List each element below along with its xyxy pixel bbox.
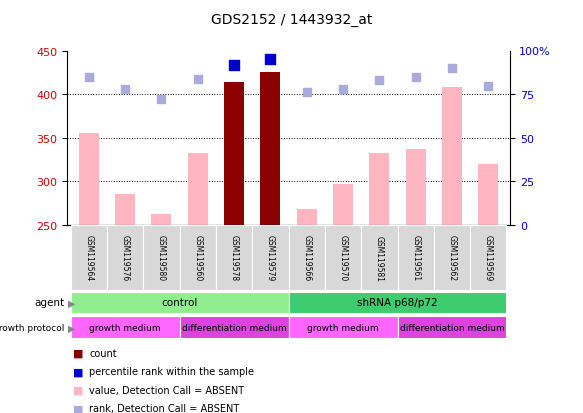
- Bar: [71, 292, 289, 313]
- Bar: [297, 209, 317, 225]
- Point: [375, 78, 384, 84]
- Text: GSM119570: GSM119570: [339, 235, 347, 281]
- Bar: [398, 226, 434, 290]
- Text: growth medium: growth medium: [307, 323, 379, 332]
- Text: GSM119578: GSM119578: [230, 235, 238, 281]
- Text: GSM119566: GSM119566: [302, 235, 311, 281]
- Text: GDS2152 / 1443932_at: GDS2152 / 1443932_at: [211, 13, 372, 27]
- Point: [84, 74, 93, 81]
- Text: control: control: [161, 298, 198, 308]
- Text: value, Detection Call = ABSENT: value, Detection Call = ABSENT: [89, 385, 244, 395]
- Text: count: count: [89, 348, 117, 358]
- Text: ▶: ▶: [68, 298, 75, 308]
- Text: ■: ■: [73, 348, 83, 358]
- Bar: [180, 226, 216, 290]
- Text: growth medium: growth medium: [89, 323, 161, 332]
- Text: ▶: ▶: [68, 323, 75, 332]
- Text: 100%: 100%: [519, 47, 550, 57]
- Text: GSM119569: GSM119569: [484, 235, 493, 281]
- Point: [411, 74, 420, 81]
- Text: GSM119561: GSM119561: [411, 235, 420, 281]
- Text: ■: ■: [73, 385, 83, 395]
- Bar: [398, 317, 507, 338]
- Bar: [79, 134, 99, 225]
- Point: [230, 62, 239, 69]
- Text: agent: agent: [34, 298, 64, 308]
- Point: [484, 83, 493, 90]
- Text: percentile rank within the sample: percentile rank within the sample: [89, 366, 254, 376]
- Text: GSM119580: GSM119580: [157, 235, 166, 281]
- Bar: [180, 317, 289, 338]
- Bar: [478, 164, 498, 225]
- Bar: [261, 73, 280, 225]
- Bar: [289, 292, 507, 313]
- Point: [121, 86, 130, 93]
- Bar: [406, 150, 426, 225]
- Bar: [370, 154, 389, 225]
- Text: GSM119581: GSM119581: [375, 235, 384, 281]
- Point: [266, 57, 275, 64]
- Bar: [289, 226, 325, 290]
- Text: growth protocol: growth protocol: [0, 323, 64, 332]
- Bar: [333, 184, 353, 225]
- Point: [302, 90, 311, 97]
- Text: differentiation medium: differentiation medium: [399, 323, 504, 332]
- Bar: [224, 83, 244, 225]
- Text: GSM119579: GSM119579: [266, 235, 275, 281]
- Point: [157, 97, 166, 104]
- Text: GSM119564: GSM119564: [85, 235, 93, 281]
- Text: shRNA p68/p72: shRNA p68/p72: [357, 298, 438, 308]
- Bar: [434, 226, 470, 290]
- Bar: [71, 317, 180, 338]
- Bar: [325, 226, 361, 290]
- Bar: [115, 195, 135, 225]
- Bar: [470, 226, 507, 290]
- Text: ■: ■: [73, 366, 83, 376]
- Point: [193, 76, 202, 83]
- Point: [338, 86, 347, 93]
- Bar: [442, 88, 462, 225]
- Text: differentiation medium: differentiation medium: [182, 323, 286, 332]
- Text: GSM119560: GSM119560: [194, 235, 202, 281]
- Bar: [188, 154, 208, 225]
- Bar: [289, 317, 398, 338]
- Bar: [143, 226, 180, 290]
- Text: GSM119562: GSM119562: [448, 235, 456, 281]
- Point: [447, 66, 456, 72]
- Text: ■: ■: [73, 404, 83, 413]
- Bar: [216, 226, 252, 290]
- Bar: [107, 226, 143, 290]
- Text: GSM119576: GSM119576: [121, 235, 129, 281]
- Bar: [71, 226, 107, 290]
- Bar: [361, 226, 398, 290]
- Bar: [152, 215, 171, 225]
- Text: rank, Detection Call = ABSENT: rank, Detection Call = ABSENT: [89, 404, 240, 413]
- Bar: [252, 226, 289, 290]
